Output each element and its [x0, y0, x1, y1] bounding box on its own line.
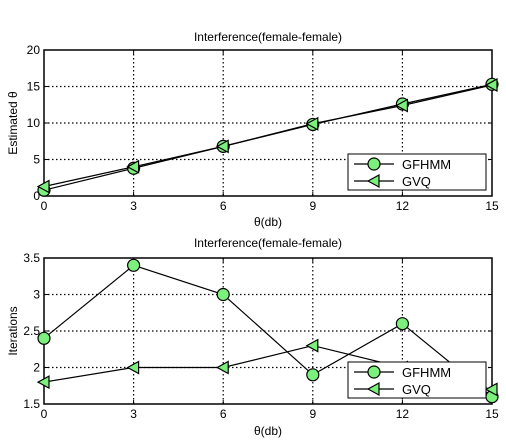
chart-title: Interference(female-female) [194, 30, 342, 44]
y-tick-label: 15 [27, 80, 41, 94]
legend-box [347, 153, 487, 191]
x-axis-label: θ(db) [254, 424, 282, 438]
x-tick-label: 9 [309, 199, 316, 213]
data-point-gfhmm [127, 258, 141, 272]
legend-marker-gfhmm [367, 157, 381, 171]
data-point-gvq [484, 78, 498, 93]
y-tick-label: 2 [33, 361, 40, 375]
data-point-gvq [126, 360, 140, 375]
x-tick-label: 0 [41, 199, 48, 213]
y-tick-label: 3.5 [23, 251, 40, 265]
series-group [36, 258, 499, 404]
data-point-gvq [126, 159, 140, 174]
y-tick-label: 20 [27, 43, 41, 57]
series-group [36, 77, 499, 197]
data-point-gvq [395, 98, 408, 113]
x-tick-label: 15 [485, 199, 499, 213]
data-point-gvq [305, 116, 319, 131]
y-tick-label: 3 [33, 288, 40, 302]
y-axis-label: Iterations [6, 306, 20, 355]
data-point-gvq [36, 375, 50, 390]
chart-title: Interference(female-female) [194, 236, 342, 250]
x-tick-label: 6 [220, 199, 227, 213]
data-point-gvq [36, 179, 50, 194]
legend-marker-gfhmm [367, 365, 381, 379]
data-point-gvq [215, 139, 229, 154]
x-tick-label: 0 [41, 407, 48, 421]
data-point-gvq [484, 382, 498, 397]
legend-label-gfhmm: GFHMM [402, 157, 451, 172]
x-tick-label: 15 [485, 407, 499, 421]
x-tick-label: 9 [309, 407, 316, 421]
data-point-gvq [215, 360, 229, 375]
legend-label-gvq: GVQ [402, 174, 431, 189]
data-point-gfhmm [395, 317, 409, 331]
x-axis-label: θ(db) [254, 215, 282, 229]
ticks: 0 3 6 9 12 15 1.5 2 2.5 3 3.5 [23, 251, 499, 421]
legend-marker-gvq [366, 381, 380, 397]
x-tick-label: 6 [220, 407, 227, 421]
legend-label-gfhmm: GFHMM [402, 365, 451, 380]
x-tick-label: 12 [396, 199, 410, 213]
legend-marker-gvq [366, 173, 380, 189]
series-line-gfhmm [43, 264, 493, 398]
y-axis-label: Estimated θ [6, 91, 20, 155]
y-tick-label: 5 [33, 153, 40, 167]
chart-iterations: Interference(female-female) 0 3 6 9 12 15 1.5 2… [6, 236, 499, 438]
x-tick-label: 3 [130, 199, 137, 213]
x-tick-label: 3 [130, 407, 137, 421]
x-tick-label: 12 [396, 407, 410, 421]
chart-estimated-theta: Interference(female-female) 0 3 6 9 12 15 0 5 10… [6, 30, 499, 229]
legend: GFHMM GVQ [347, 361, 487, 399]
legend: GFHMM GVQ [347, 153, 487, 191]
y-tick-label: 1.5 [23, 397, 40, 411]
data-point-gfhmm [306, 368, 320, 382]
series-line-gvq [43, 84, 493, 188]
legend-label-gvq: GVQ [402, 382, 431, 397]
data-point-gfhmm [37, 331, 51, 345]
y-tick-label: 2.5 [23, 324, 40, 338]
data-point-gfhmm [216, 287, 230, 302]
y-tick-label: 0 [33, 189, 40, 203]
y-tick-label: 10 [27, 116, 41, 130]
data-point-gvq [305, 338, 319, 353]
